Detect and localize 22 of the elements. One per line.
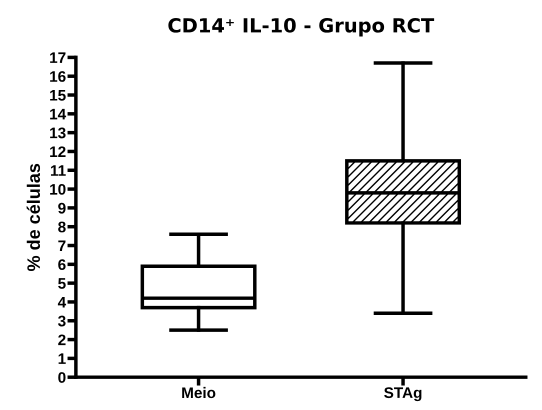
x-tick-label: STAg [384, 387, 422, 402]
y-tick-label: 5 [58, 278, 66, 289]
y-tick-label: 10 [50, 184, 66, 195]
chart-title: CD14⁺ IL-10 - Grupo RCT [168, 18, 434, 36]
y-tick-label: 9 [58, 202, 66, 214]
y-tick-label: 3 [58, 316, 66, 326]
y-tick-label: 4 [58, 296, 66, 308]
y-tick-label: 16 [50, 71, 66, 82]
y-tick-label: 8 [58, 222, 66, 232]
y-tick-label: 2 [58, 334, 66, 346]
y-tick-label: 15 [50, 90, 66, 101]
y-axis-title: % de células [26, 164, 40, 272]
y-tick-label: 1 [58, 353, 66, 364]
y-tick-label: 11 [50, 165, 66, 176]
y-tick-label: 0 [58, 372, 66, 383]
y-tick-label: 6 [58, 259, 66, 270]
y-tick-label: 13 [50, 128, 66, 138]
y-tick-label: 12 [50, 146, 66, 157]
x-tick-label: Meio [182, 386, 216, 398]
y-tick-label: 14 [50, 108, 66, 120]
y-tick-label: 17 [50, 52, 66, 63]
y-tick-label: 7 [58, 240, 66, 252]
